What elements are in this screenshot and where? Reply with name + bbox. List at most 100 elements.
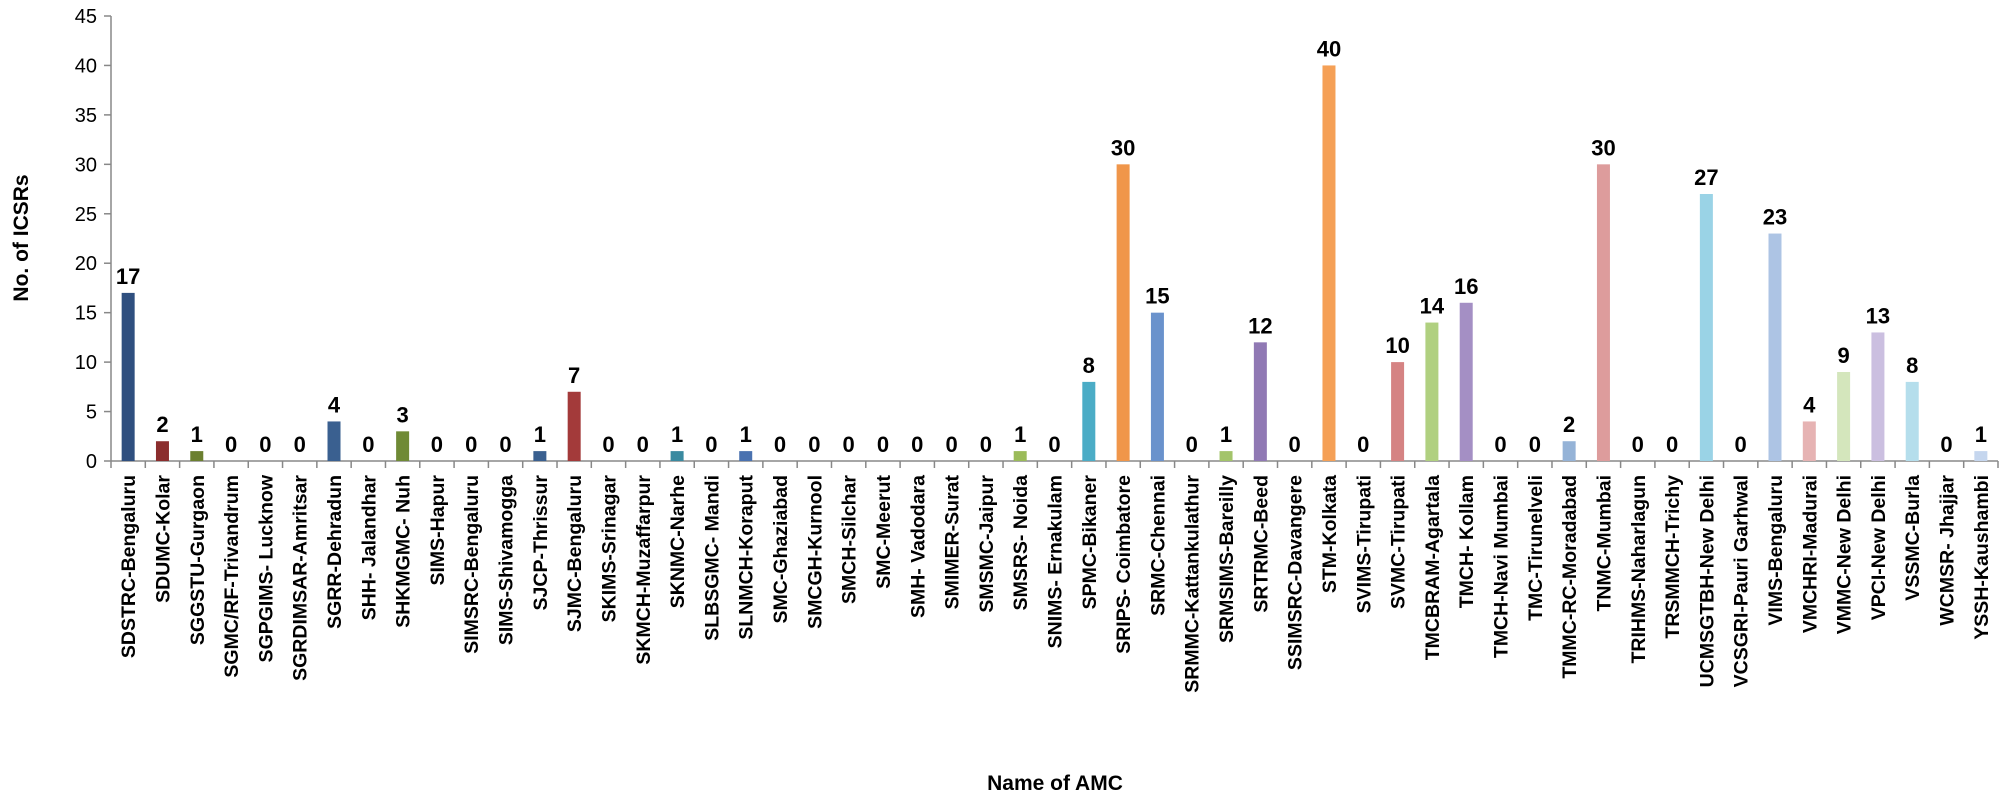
category-label: SVMC-Tirupati [1388,475,1410,609]
category-label: SJCP-Thrissur [530,475,552,611]
y-tick-label: 5 [86,402,97,424]
bar [1391,362,1405,461]
category-label: SGGSTU-Gurgaon [187,475,209,645]
data-label: 0 [225,432,237,457]
bar [1802,421,1816,461]
category-label: YSSH-Kaushambi [1971,475,1993,640]
data-label: 0 [705,432,717,457]
category-label: VIMS-Bengaluru [1765,475,1787,626]
data-label: 0 [465,432,477,457]
data-label: 0 [1494,432,1506,457]
category-label: SKIMS-Srinagar [598,475,620,623]
bar [1905,381,1919,461]
y-axis-title: No. of ICSRs [10,174,33,301]
bar [739,451,753,461]
bar [155,441,169,461]
bar [1082,381,1096,461]
y-tick-label: 25 [75,204,97,226]
category-label: SGRDIMSAR-Amritsar [290,475,312,681]
data-label: 0 [294,432,306,457]
data-label: 0 [499,432,511,457]
data-label: 0 [1666,432,1678,457]
category-label: SIMS-Hapur [427,475,449,586]
category-label: SSIMSRC-Davangere [1285,475,1307,670]
category-label: TMCBRAM-Agartala [1422,475,1444,660]
category-label: TMMC-RC-Moradabad [1559,475,1581,679]
category-label: SKNMC-Narhe [667,475,689,608]
data-label: 1 [1975,422,1987,447]
category-label: SIMS-Shivamogga [496,475,518,645]
y-tick-label: 0 [86,451,97,473]
category-label: SRIPS- Coimbatore [1113,475,1135,654]
bar [1219,451,1233,461]
x-axis-title: Name of AMC [987,772,1123,795]
data-label: 17 [116,264,140,289]
bar [1871,332,1885,461]
data-label: 1 [1220,422,1232,447]
category-label: WCMSR- Jhajjar [1937,475,1959,626]
y-tick-label: 40 [75,55,97,77]
category-label: SDSTRC-Bengaluru [118,475,140,658]
category-label: SRMSIMS-Bareilly [1216,475,1238,643]
bar [396,431,410,461]
x-axis [110,460,1999,468]
data-label: 0 [1186,432,1198,457]
category-label: SJMC-Bengaluru [564,475,586,632]
bar [1425,322,1439,461]
data-label: 0 [1289,432,1301,457]
data-label: 2 [156,412,168,437]
y-tick-label: 45 [75,6,97,28]
category-label: SMH- Vadodara [907,475,929,618]
category-label: VPCI-New Delhi [1868,475,1890,620]
data-label: 4 [328,392,341,417]
bar [1974,451,1988,461]
data-label: 14 [1420,294,1445,319]
data-label: 0 [1357,432,1369,457]
category-label: SLBSGMC- Mandi [701,475,723,641]
data-label: 0 [602,432,614,457]
y-tick-label: 15 [75,303,97,325]
category-label: TRIHMS-Naharlagun [1628,475,1650,664]
data-label: 0 [843,432,855,457]
category-label: SNIMS- Ernakulam [1045,475,1067,648]
bar [121,292,135,461]
bar [1837,372,1851,461]
category-label: TRSMMCH-Trichy [1662,475,1684,639]
data-label: 8 [1906,353,1918,378]
category-label: TMC-Tirunelveli [1525,475,1547,621]
y-tick-label: 30 [75,154,97,176]
category-labels-group: SDSTRC-Bengaluru SDUMC-Kolar SGGSTU-Gurgao… [118,474,1993,693]
bar [1253,342,1267,461]
category-label: SMCGH-Kurnool [804,475,826,629]
bar [1562,441,1576,461]
category-label: SRMMC-Kattankulathur [1182,475,1204,693]
category-label: SLNMCH-Koraput [736,475,758,640]
data-label: 1 [191,422,203,447]
category-label: VSSMC-Burla [1902,475,1924,601]
category-label: UCMSGTBH-New Delhi [1696,475,1718,687]
data-label: 1 [1014,422,1026,447]
category-label: SGPGIMS- Lucknow [255,474,277,662]
bar [1150,312,1164,461]
category-label: SMC-Meerut [873,475,895,589]
category-label: SGRR-Dehradun [324,475,346,629]
category-label: SDUMC-Kolar [152,475,174,603]
data-label: 23 [1763,205,1787,230]
category-label: SPMC-Bikaner [1079,475,1101,610]
data-label: 0 [259,432,271,457]
data-label: 7 [568,363,580,388]
data-label: 15 [1145,284,1169,309]
data-label: 0 [637,432,649,457]
data-label: 0 [911,432,923,457]
bar [533,451,547,461]
data-label: 0 [945,432,957,457]
category-label: VMCHRI-Madurai [1799,475,1821,633]
y-tick-label: 20 [75,253,97,275]
data-label: 16 [1454,274,1478,299]
data-label: 0 [774,432,786,457]
data-label: 8 [1083,353,1095,378]
category-label: TMCH- Kollam [1456,475,1478,608]
y-tick-label: 10 [75,352,97,374]
data-label: 10 [1385,333,1409,358]
